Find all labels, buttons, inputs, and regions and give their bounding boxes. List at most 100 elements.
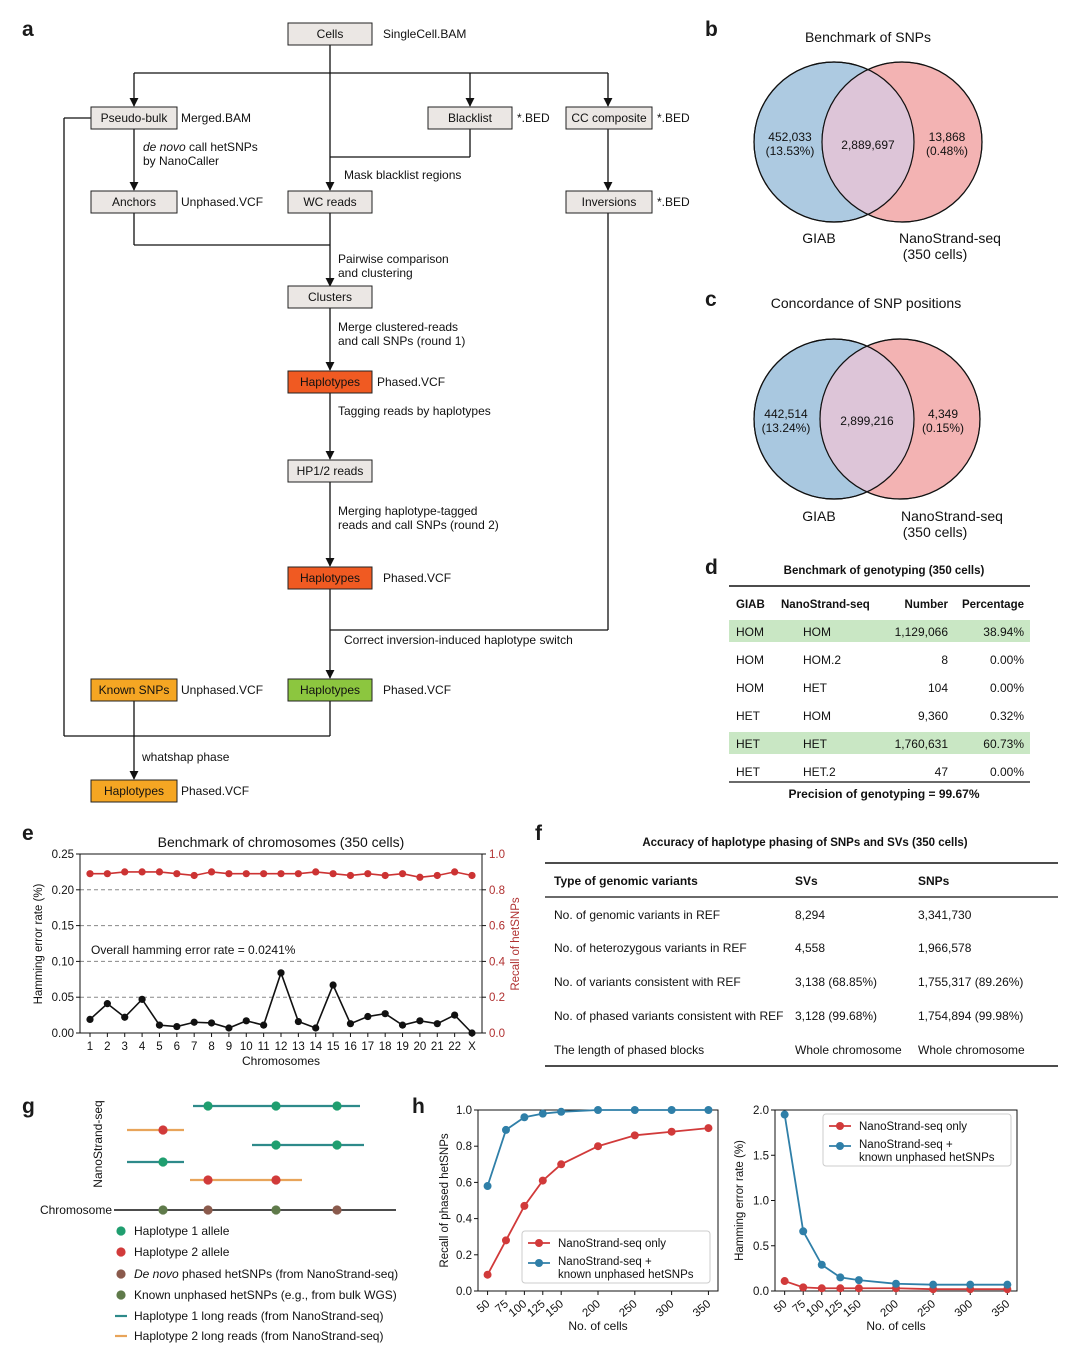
- chart-e-ytick-right-label: 0.4: [489, 956, 506, 968]
- chart-h-point: [538, 1109, 547, 1118]
- chart-h-point: [929, 1285, 938, 1294]
- chart-e-xlabel: Chromosomes: [242, 1054, 320, 1068]
- table-f-cell-snps: 1,966,578: [918, 941, 972, 955]
- venn-c: Concordance of SNP positions 442,514 (13…: [753, 295, 1003, 540]
- haplotypes-round2-box: Haplotypes: [300, 571, 360, 585]
- chart-h-series-line: [486, 1109, 709, 1187]
- legend-label: Haplotype 1 allele: [134, 1224, 230, 1238]
- venn-b-right-pct: (0.48%): [926, 144, 968, 158]
- table-d-cell-nanostrand: HOM: [803, 709, 831, 723]
- chart-e-xtick-label: 11: [258, 1041, 270, 1053]
- chart-h-xtick-label: 50: [772, 1298, 790, 1315]
- chart-h-ylabel: Recall of phased hetSNPs: [439, 1133, 451, 1267]
- chart-h-legend: [521, 1230, 711, 1284]
- chart-h-point: [520, 1113, 529, 1122]
- phasing-accuracy-table: Accuracy of haplotype phasing of SNPs an…: [545, 837, 1058, 1067]
- table-d-cell-number: 1,129,066: [895, 625, 949, 639]
- chart-e-point: [468, 1029, 476, 1037]
- venn-b-right-count: 13,868: [929, 130, 966, 144]
- anchors-box: Anchors: [112, 195, 156, 209]
- chart-h-series-line: [486, 1127, 709, 1276]
- merge-label-2: and call SNPs (round 1): [338, 334, 465, 348]
- chart-h-point: [501, 1125, 510, 1134]
- venn-c-left-label: GIAB: [802, 508, 835, 524]
- chart-h-point: [594, 1106, 602, 1114]
- chart-e-point: [103, 870, 111, 878]
- chart-e-xtick-label: 12: [275, 1041, 288, 1053]
- table-d-header-giab: GIAB: [736, 599, 765, 611]
- chart-h-point: [557, 1160, 566, 1169]
- table-f-cell-svs: 3,138 (68.85%): [795, 975, 877, 989]
- venn-c-center: 2,899,216: [840, 414, 894, 428]
- chart-h-ytick-label: 0.2: [456, 1250, 472, 1262]
- table-d-cell-number: 8: [941, 653, 948, 667]
- cc-file-label: *.BED: [657, 111, 690, 125]
- chart-h-xtick-label: 250: [916, 1298, 938, 1320]
- chart-e-point: [103, 1000, 111, 1008]
- table-f-cell-type: No. of variants consistent with REF: [554, 975, 741, 989]
- mask-label: Mask blacklist regions: [344, 168, 461, 182]
- chart-h-point: [704, 1106, 713, 1114]
- chart-e-point: [225, 870, 233, 878]
- chart-e-xtick-label: 22: [448, 1041, 461, 1053]
- chart-h-point: [557, 1107, 566, 1116]
- phased-file-label-2: Phased.VCF: [383, 571, 451, 585]
- table-f-cell-snps: 1,755,317 (89.26%): [918, 975, 1023, 989]
- table-f-cell-svs: 3,128 (99.68%): [795, 1009, 877, 1023]
- chart-h-point: [966, 1285, 975, 1294]
- table-f-cell-svs: 4,558: [795, 941, 825, 955]
- venn-c-right-label-1: NanoStrand-seq: [901, 508, 1003, 524]
- table-f-header-svs: SVs: [795, 874, 818, 888]
- venn-b-right-label-2: (350 cells): [903, 246, 968, 262]
- known-snps-file-label: Unphased.VCF: [181, 683, 263, 697]
- chart-h-point: [854, 1276, 863, 1285]
- chart-e-title: Benchmark of chromosomes (350 cells): [158, 834, 405, 850]
- chart-h-xlabel: No. of cells: [866, 1319, 925, 1333]
- table-f-cell-snps: 3,341,730: [918, 908, 972, 922]
- chart-h-point: [836, 1273, 845, 1282]
- chart-e-xtick-label: 17: [361, 1041, 374, 1053]
- known-snps-box: Known SNPs: [99, 683, 170, 697]
- legend-dot-marker: [116, 1226, 126, 1236]
- chart-h-point: [483, 1270, 492, 1279]
- chart-h-frame: [774, 1109, 1018, 1292]
- table-f-cell-svs: Whole chromosome: [795, 1043, 902, 1057]
- chart-h-xtick-label: 250: [617, 1298, 639, 1320]
- chart-h-point: [538, 1176, 547, 1185]
- chart-h-xtick-label: 350: [691, 1298, 713, 1320]
- chart-e-point: [451, 1011, 459, 1019]
- chart-e-point: [346, 1020, 355, 1028]
- chart-h-legend-label: NanoStrand-seq + known unphased hetSNPs: [558, 1256, 694, 1281]
- chart-e-ytick-right-label: 0.2: [489, 992, 505, 1004]
- chart-e-point: [207, 1019, 216, 1027]
- table-d-footer: Precision of genotyping = 99.67%: [788, 787, 979, 801]
- chart-e-point: [416, 1017, 424, 1025]
- chart-h-xtick-label: 75: [791, 1298, 809, 1315]
- table-f-cell-snps: 1,754,894 (99.98%): [918, 1009, 1023, 1023]
- chart-e-point: [451, 868, 459, 876]
- legend-dot-marker: [116, 1290, 126, 1300]
- table-d-cell-percentage: 0.00%: [990, 653, 1024, 667]
- chart-e-xtick-label: 6: [174, 1041, 180, 1053]
- venn-b-left-pct: (13.53%): [766, 144, 815, 158]
- table-f-cell-type: The length of phased blocks: [554, 1043, 704, 1057]
- chart-h-point: [854, 1284, 863, 1293]
- chart-h-ytick-label: 0.5: [753, 1241, 769, 1253]
- anchors-file-label: Unphased.VCF: [181, 195, 263, 209]
- table-d-cell-number: 1,760,631: [895, 737, 949, 751]
- chart-e-point: [312, 868, 320, 876]
- chart-e-ytick-label: 0.05: [52, 992, 74, 1004]
- table-d-cell-giab: HET: [736, 765, 761, 779]
- chromosome-benchmark-chart: Benchmark of chromosomes (350 cells)0.00…: [33, 834, 522, 1068]
- chart-e-point: [121, 1013, 129, 1021]
- chart-h-xtick-label: 300: [953, 1298, 975, 1320]
- chart-e-point: [294, 870, 302, 878]
- chart-h-legend-label: NanoStrand-seq only: [859, 1121, 967, 1133]
- chart-h-series-line: [783, 1114, 1008, 1286]
- chart-h-point: [799, 1283, 808, 1292]
- chart-h-xtick-label: 350: [990, 1298, 1012, 1320]
- chart-e-xtick-label: X: [468, 1041, 476, 1053]
- table-f-title: Accuracy of haplotype phasing of SNPs an…: [642, 837, 967, 849]
- chart-h-legend-swatch-dot: [535, 1259, 543, 1267]
